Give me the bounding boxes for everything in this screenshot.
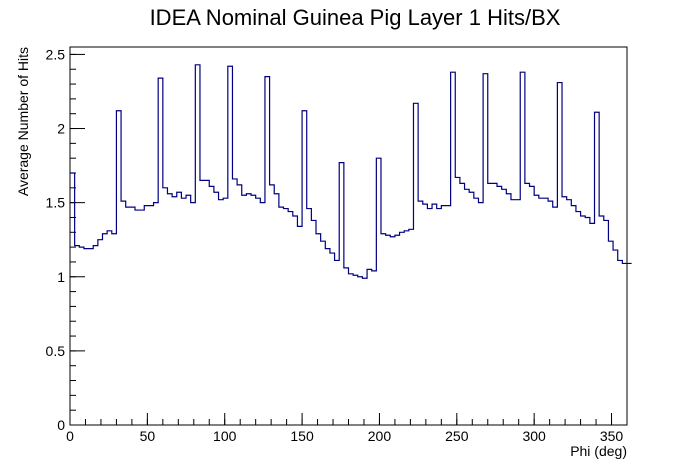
x-tick-label: 350: [600, 428, 624, 444]
x-axis-label: Phi (deg): [570, 443, 627, 459]
plot-frame: [69, 46, 628, 426]
y-tick-label: 0.5: [46, 343, 66, 359]
y-axis-label: Average Number of Hits: [15, 47, 31, 196]
x-tick-label: 150: [290, 428, 314, 444]
x-tick-label: 100: [213, 428, 237, 444]
y-tick-label: 2: [57, 121, 65, 137]
x-tick-label: 250: [445, 428, 469, 444]
y-tick-label: 1: [57, 269, 65, 285]
histogram-series-line: [70, 64, 632, 279]
y-tick-label: 2.5: [46, 46, 66, 62]
x-tick-label: 200: [368, 428, 392, 444]
chart-title: IDEA Nominal Guinea Pig Layer 1 Hits/BX: [150, 5, 561, 30]
x-tick-label: 300: [522, 428, 546, 444]
x-tick-label: 50: [140, 428, 156, 444]
x-tick-label: 0: [66, 428, 74, 444]
x-axis: 0 50 100 150 200 250 300 350: [66, 413, 628, 444]
y-tick-label: 0: [57, 417, 65, 433]
y-tick-label: 1.5: [46, 195, 66, 211]
y-axis: 0 0.5 1 1.5 2 2.5: [46, 46, 85, 433]
